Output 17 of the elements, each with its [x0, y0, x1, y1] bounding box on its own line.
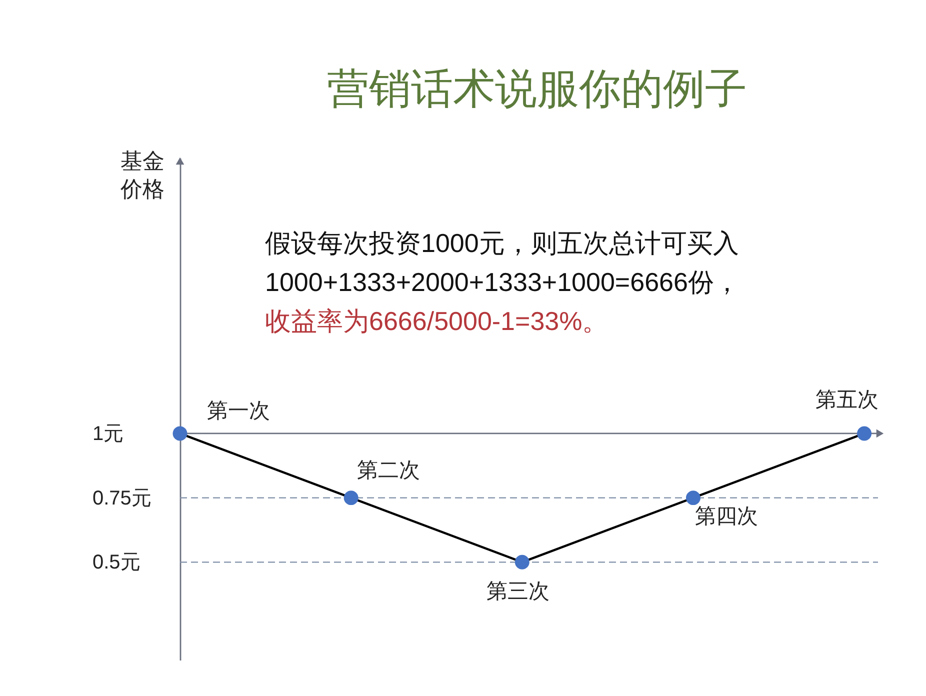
point: [686, 490, 700, 506]
y-tick-label: 1元: [92, 422, 124, 445]
chart-title: 营销话术说服你的例子: [327, 65, 747, 112]
point: [514, 554, 530, 570]
annotation: 第二次: [357, 458, 420, 482]
annotation: 第三次: [486, 580, 550, 604]
y-tick-label: 0.5元: [92, 552, 140, 574]
y-tick-label: 0.75元: [92, 487, 152, 510]
annotation: 第一次: [207, 399, 270, 422]
annotation: 假设每次投资1000元，则五次总计可买入1000+1333+2000+1333+1000=6666份，: [265, 228, 740, 297]
annotation: 收益率为6666/5000-1=33%。: [265, 305, 610, 338]
point: [857, 426, 872, 441]
annotation: 第四次: [695, 504, 758, 528]
y-axis-title: 基金价格: [120, 148, 164, 202]
point: [344, 490, 358, 506]
point: [172, 426, 188, 441]
annotation: 第五次: [815, 388, 878, 412]
